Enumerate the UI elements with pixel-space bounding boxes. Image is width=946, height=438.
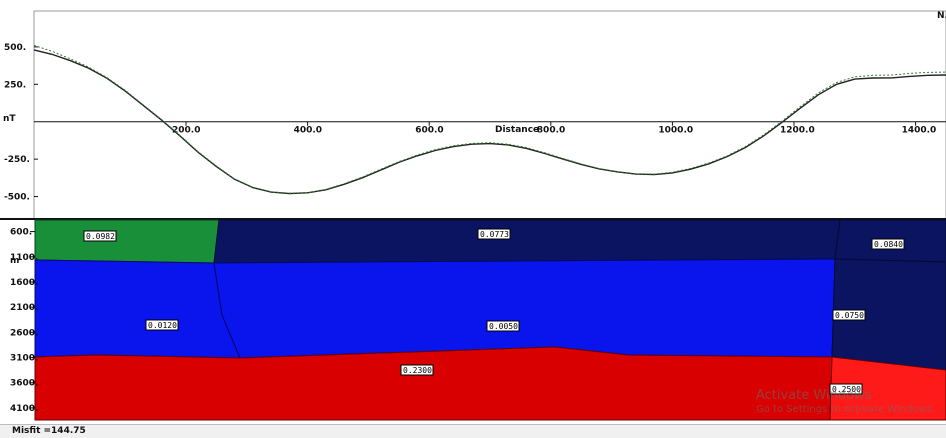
- block-label-0120: 0.0120: [145, 319, 179, 331]
- x-tick-label: 1200.0: [780, 126, 815, 136]
- block-0050[interactable]: [213, 258, 836, 359]
- depth-tick-label: 2600.: [10, 328, 38, 338]
- depth-tick-label: 1100.: [10, 253, 38, 263]
- y-tick-label: -500.: [4, 193, 30, 203]
- x-tick-label: 200.0: [172, 126, 200, 136]
- block-0120[interactable]: [34, 259, 241, 359]
- x-tick-label: 600.0: [415, 126, 443, 136]
- block-0750[interactable]: [831, 258, 946, 371]
- corner-label: N.: [937, 11, 946, 21]
- block-label-0773: 0.0773: [477, 228, 511, 240]
- depth-tick-label: 4100.: [10, 404, 38, 414]
- block-value-2300: 0.2300: [403, 366, 432, 375]
- profile-curves: [33, 44, 946, 195]
- y-tick-label: -250.: [4, 155, 30, 165]
- y-tick-label: 250.: [4, 80, 26, 90]
- block-label-0840: 0.0840: [871, 238, 905, 250]
- block-value-0750: 0.0750: [835, 311, 864, 320]
- profile-axis-ticks: 200.0 400.0 600.0 800.0 1000.0 1200.0 1400.0 50…: [4, 43, 946, 203]
- depth-tick-label: 2100.: [10, 303, 38, 313]
- observed-curve: [33, 44, 946, 194]
- x-axis-title: Distance: [495, 125, 539, 135]
- y-tick-label: 500.: [4, 43, 26, 53]
- x-tick-label: 1400.0: [902, 126, 937, 136]
- y-axis-unit-label: nT: [3, 114, 16, 124]
- block-value-0050: 0.0050: [489, 322, 518, 331]
- depth-tick-label: 3600.: [10, 379, 38, 389]
- x-tick-label: 1000.0: [658, 126, 693, 136]
- model-depth-ticks: 600. 1100. 1600. 2100. 2600. 3100. 3600. 4100.: [10, 228, 38, 414]
- depth-tick-label: 600.: [10, 228, 32, 238]
- block-2500[interactable]: [829, 356, 946, 421]
- depth-tick-label: 1600.: [10, 278, 38, 288]
- x-tick-label: 800.0: [537, 126, 565, 136]
- watermark-subtitle: Go to Settings to activate Windows.: [756, 404, 936, 415]
- block-label-0982: 0.0982: [83, 230, 117, 242]
- block-label-2300: 0.2300: [400, 364, 434, 376]
- misfit-readout: Misfit =144.75: [12, 426, 86, 436]
- block-0773[interactable]: [213, 219, 841, 264]
- block-label-0750: 0.0750: [832, 309, 866, 321]
- block-label-2500: 0.2500: [829, 383, 863, 395]
- profile-plot-frame: [33, 10, 946, 220]
- block-label-0050: 0.0050: [486, 320, 520, 332]
- model-section: [34, 219, 946, 421]
- block-value-0773: 0.0773: [480, 230, 509, 239]
- calculated-curve: [33, 49, 946, 195]
- watermark-title: Activate Windows: [756, 388, 872, 403]
- depth-tick-label: 3100.: [10, 354, 38, 364]
- depth-unit-label: m: [10, 256, 19, 266]
- x-tick-label: 400.0: [294, 126, 322, 136]
- block-2300[interactable]: [34, 346, 833, 421]
- activate-windows-watermark: Activate Windows Go to Settings to activ…: [756, 388, 936, 415]
- block-0982[interactable]: [34, 219, 220, 264]
- block-value-0982: 0.0982: [86, 232, 115, 241]
- status-bar: Misfit =144.75: [0, 424, 946, 438]
- block-value-2500: 0.2500: [832, 385, 861, 394]
- block-value-0120: 0.0120: [148, 321, 177, 330]
- block-value-0840: 0.0840: [874, 240, 903, 249]
